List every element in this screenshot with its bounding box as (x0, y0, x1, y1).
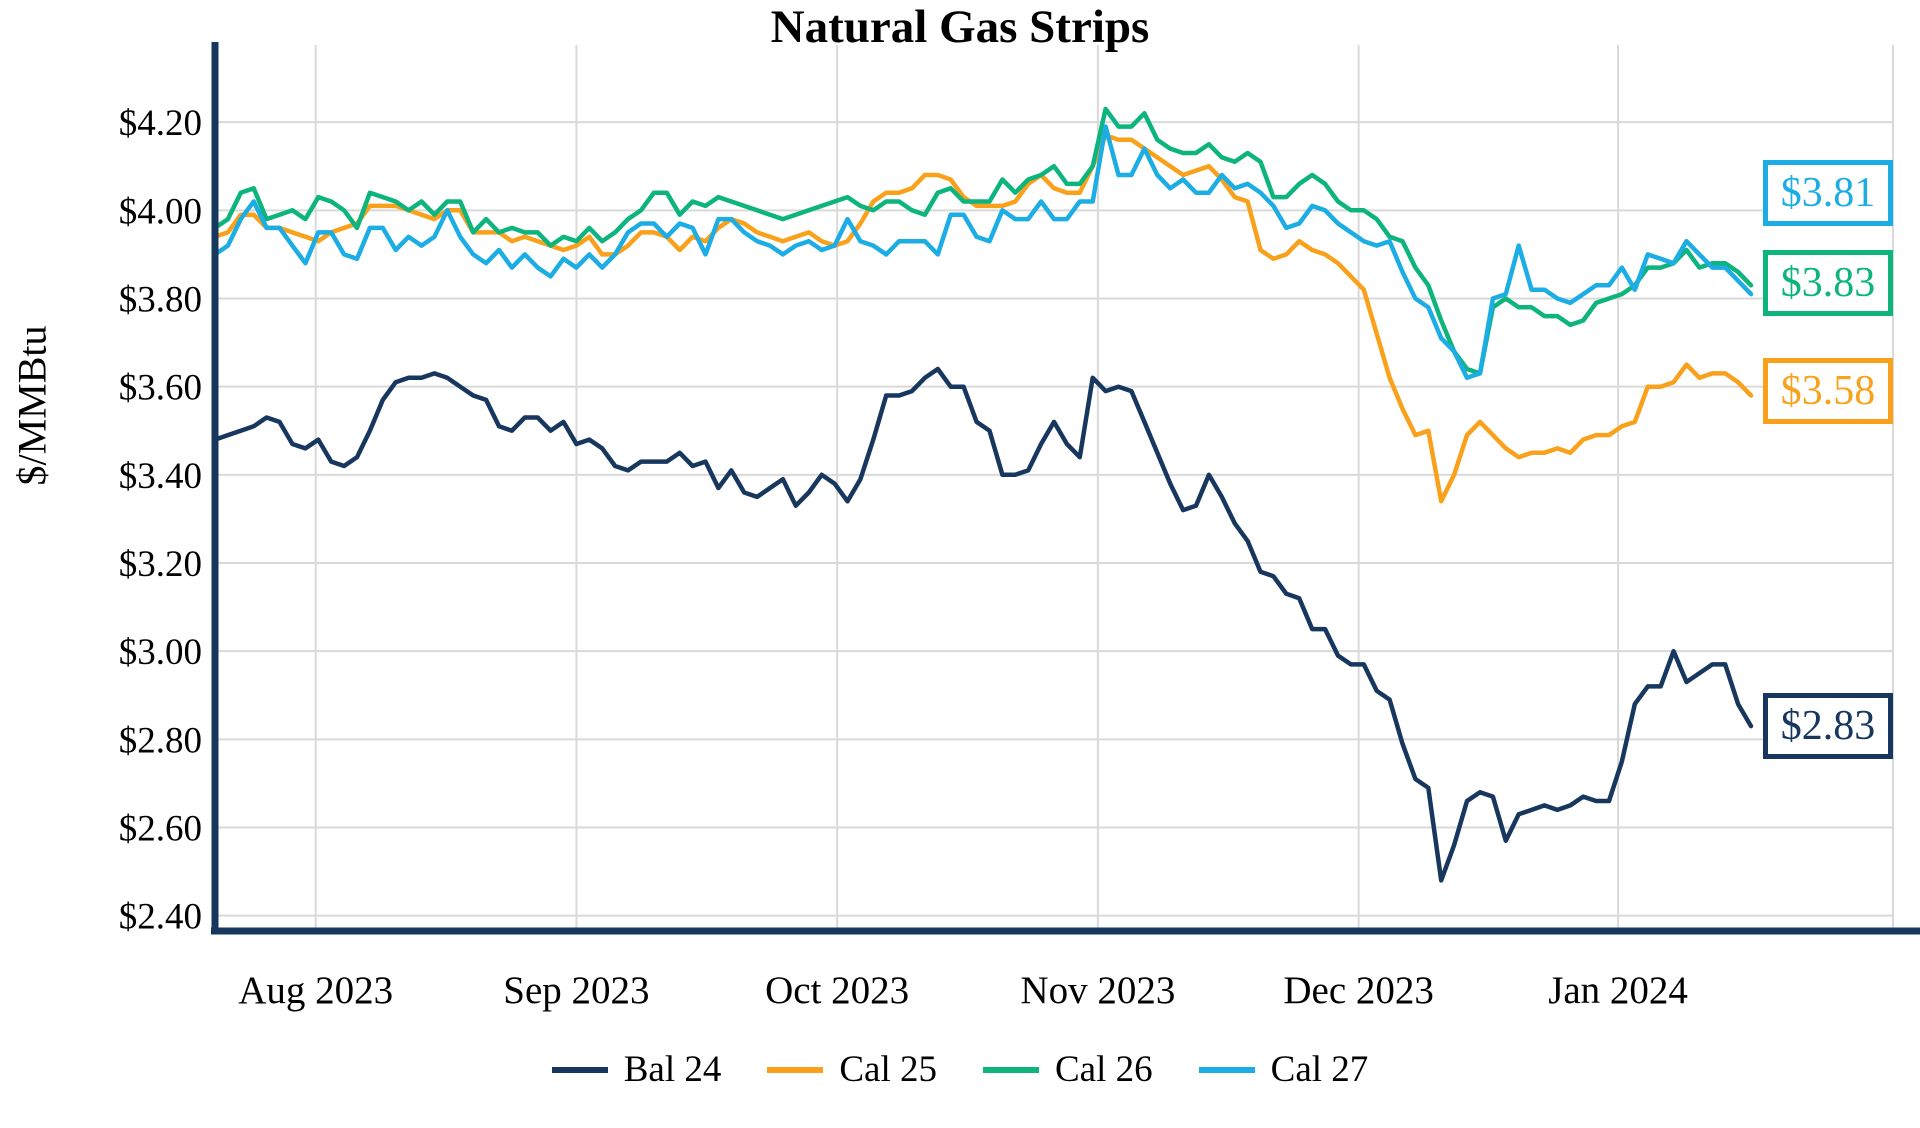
end-label-bal-24: $2.83 (1763, 693, 1893, 760)
x-tick-label: Jan 2024 (1548, 969, 1688, 1012)
end-label-cal-25: $3.58 (1763, 358, 1893, 425)
y-tick-label: $4.20 (119, 103, 202, 144)
end-label-cal-27: $3.81 (1763, 159, 1893, 226)
series-line-cal-25 (212, 133, 1754, 504)
series-line-cal-27 (212, 124, 1754, 381)
legend-label: Bal 24 (623, 1049, 722, 1090)
legend-label: Cal 27 (1270, 1049, 1369, 1090)
legend-swatch-icon (983, 1066, 1039, 1073)
legend-item-bal-24: Bal 24 (551, 1048, 722, 1091)
x-tick-label: Sep 2023 (503, 969, 649, 1012)
legend-label: Cal 26 (1055, 1049, 1153, 1090)
legend-item-cal-27: Cal 27 (1198, 1048, 1369, 1091)
x-tick-label: Aug 2023 (238, 969, 393, 1012)
series-line-cal-26 (212, 106, 1754, 376)
legend-swatch-icon (1198, 1066, 1255, 1073)
series-line-bal-24 (212, 366, 1754, 883)
y-tick-label: $3.80 (119, 279, 202, 320)
y-tick-label: $2.40 (119, 897, 202, 938)
x-tick-label: Dec 2023 (1283, 969, 1434, 1012)
legend-item-cal-26: Cal 26 (983, 1048, 1153, 1091)
y-tick-label: $3.00 (119, 632, 202, 673)
legend-label: Cal 25 (839, 1049, 937, 1090)
x-tick-label: Nov 2023 (1020, 969, 1175, 1012)
y-tick-label: $3.40 (119, 456, 202, 497)
chart-title: Natural Gas Strips (770, 1, 1150, 53)
x-tick-label: Oct 2023 (765, 969, 909, 1012)
chart-legend: Bal 24 Cal 25 Cal 26 Cal 27 (0, 1048, 1920, 1091)
y-tick-label: $4.00 (119, 191, 202, 232)
y-tick-label: $3.20 (119, 544, 202, 585)
end-label-cal-26: $3.83 (1763, 250, 1893, 317)
y-tick-label: $2.80 (119, 720, 202, 761)
legend-item-cal-25: Cal 25 (767, 1048, 937, 1091)
legend-swatch-icon (551, 1066, 608, 1073)
y-tick-label: $3.60 (119, 368, 202, 409)
legend-swatch-icon (767, 1066, 824, 1073)
y-tick-label: $2.60 (119, 808, 202, 849)
